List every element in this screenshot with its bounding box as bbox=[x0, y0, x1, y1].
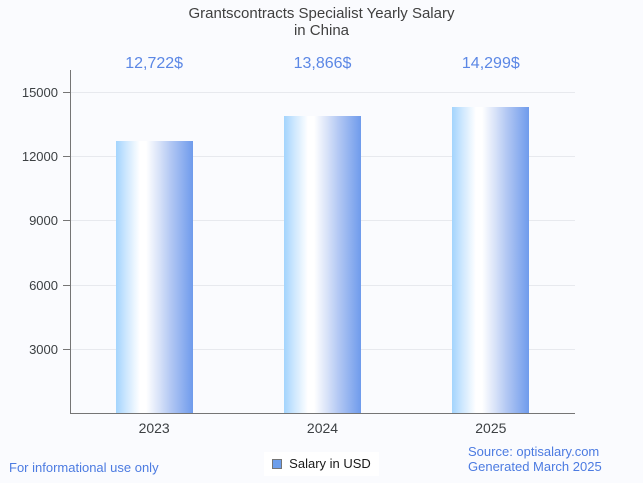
chart-title-line1: Grantscontracts Specialist Yearly Salary bbox=[188, 5, 455, 22]
y-tick-label: 3000 bbox=[29, 341, 58, 357]
x-tick-label: 2025 bbox=[475, 420, 507, 436]
y-tick-label: 12000 bbox=[21, 149, 58, 165]
bar-value-label: 13,866$ bbox=[293, 55, 352, 72]
generated-line: Generated March 2025 bbox=[468, 459, 602, 474]
y-tick-mark bbox=[63, 348, 70, 350]
y-tick-mark bbox=[63, 92, 70, 93]
y-gridline bbox=[70, 92, 575, 93]
y-tick-label: 15000 bbox=[21, 85, 58, 100]
y-tick-label: 6000 bbox=[29, 277, 58, 293]
x-axis-line bbox=[70, 413, 575, 414]
chart-title-line2: in China bbox=[293, 22, 350, 39]
bar-2024 bbox=[284, 116, 361, 413]
source-line: Source: optisalary.com bbox=[468, 444, 600, 459]
source-attribution: Source: optisalary.com Generated March 2… bbox=[468, 444, 602, 474]
x-tick-label: 2024 bbox=[306, 420, 339, 436]
y-tick-mark bbox=[63, 284, 70, 286]
bar-value-label: 12,722$ bbox=[125, 55, 184, 72]
disclaimer-text: For informational use only bbox=[9, 460, 159, 475]
bar-2023 bbox=[115, 140, 193, 413]
y-axis-line bbox=[70, 70, 71, 413]
bar-value-label: 14,299$ bbox=[461, 55, 520, 72]
x-tick-label: 2023 bbox=[138, 420, 170, 436]
bar-2025 bbox=[452, 107, 530, 413]
y-tick-label: 9000 bbox=[29, 213, 58, 229]
y-tick-mark bbox=[63, 156, 70, 158]
y-tick-mark bbox=[63, 220, 70, 222]
chart-title: Grantscontracts Specialist Yearly Salary… bbox=[0, 5, 643, 39]
